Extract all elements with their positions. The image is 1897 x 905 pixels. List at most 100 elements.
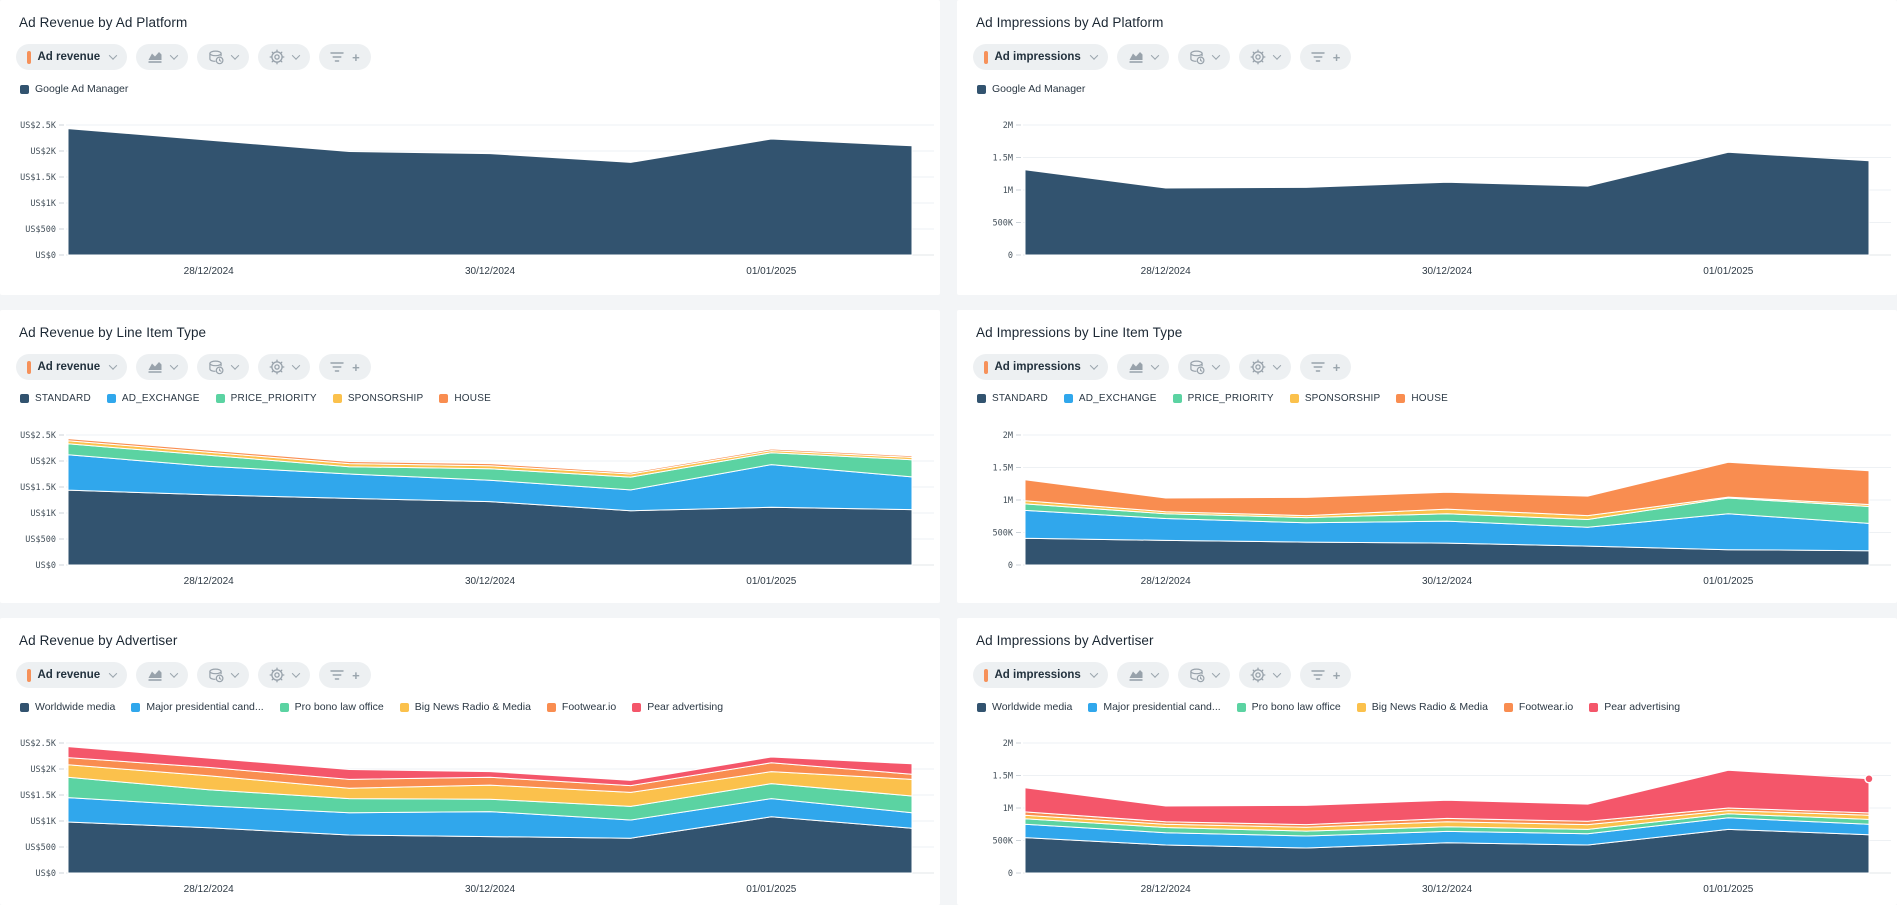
filter-add-button[interactable]: +	[319, 44, 371, 70]
legend-item[interactable]: Footwear.io	[1503, 701, 1573, 713]
legend-marker	[279, 702, 289, 712]
legend-item[interactable]: Footwear.io	[546, 701, 616, 713]
plus-icon: +	[352, 667, 360, 683]
legend-marker	[1589, 702, 1599, 712]
series-area[interactable]	[67, 746, 913, 787]
series-area[interactable]	[1024, 769, 1870, 826]
chevron-down-icon	[291, 669, 301, 678]
y-axis-label: 0	[1008, 561, 1013, 571]
legend-marker	[1503, 702, 1513, 712]
gear-icon	[269, 359, 285, 375]
metric-accent-bar	[27, 668, 31, 682]
metric-select[interactable]: Ad impressions	[973, 662, 1108, 688]
area-chart[interactable]: 2M 1.5M 1M 500K 0 28/12/2024 30/12/2024 01/01/2…	[957, 718, 1897, 903]
chart-type-select[interactable]	[136, 44, 189, 70]
legend-item[interactable]: Pear advertising	[1589, 701, 1680, 713]
x-axis-label: 30/12/2024	[465, 266, 515, 277]
panel-ad-impressions-by-line-item-type: Ad Impressions by Line Item Type Ad impr…	[957, 310, 1897, 603]
legend-marker	[1063, 394, 1073, 403]
metric-select[interactable]: Ad revenue	[16, 354, 128, 380]
filter-add-button[interactable]: +	[1299, 354, 1352, 380]
data-history-select[interactable]	[1177, 44, 1230, 70]
legend-item[interactable]: Worldwide media	[977, 701, 1072, 713]
legend-item[interactable]: Pro bono law office	[1236, 701, 1341, 713]
filter-add-button[interactable]: +	[319, 662, 371, 688]
filter-icon	[1311, 670, 1325, 680]
settings-select[interactable]	[1238, 354, 1291, 380]
series-area[interactable]	[67, 128, 913, 256]
settings-select[interactable]	[258, 354, 311, 380]
data-history-select[interactable]	[197, 354, 250, 380]
legend-item[interactable]: STANDARD	[20, 393, 91, 404]
metric-select[interactable]: Ad impressions	[973, 44, 1108, 70]
legend-item[interactable]: Worldwide media	[20, 701, 115, 713]
data-history-select[interactable]	[197, 44, 250, 70]
series-area[interactable]	[1024, 151, 1870, 256]
chart-type-select[interactable]	[1116, 662, 1169, 688]
legend-item[interactable]: Pro bono law office	[279, 701, 384, 713]
chart-type-select[interactable]	[1116, 354, 1169, 380]
legend-item[interactable]: SPONSORSHIP	[1289, 393, 1381, 404]
legend-item[interactable]: Big News Radio & Media	[399, 701, 531, 713]
x-axis-label: 01/01/2025	[1703, 884, 1753, 895]
data-history-select[interactable]	[197, 662, 250, 688]
legend-item[interactable]: Google Ad Manager	[20, 83, 128, 95]
y-axis-label: US$1K	[30, 509, 56, 519]
area-chart[interactable]: US$2.5K US$2K US$1.5K US$1K US$500 US$0 28/12/…	[0, 718, 940, 903]
legend-label: Google Ad Manager	[992, 83, 1086, 95]
x-axis-label: 01/01/2025	[1703, 266, 1753, 277]
legend-item[interactable]: AD_EXCHANGE	[1063, 393, 1157, 404]
y-axis-label: 1.5M	[993, 464, 1013, 474]
legend-marker	[399, 702, 409, 712]
filter-add-button[interactable]: +	[1299, 662, 1352, 688]
y-axis-label: US$2K	[30, 457, 56, 467]
panel-ad-impressions-by-advertiser: Ad Impressions by Advertiser Ad impressi…	[957, 618, 1897, 905]
settings-select[interactable]	[258, 44, 311, 70]
data-history-select[interactable]	[1177, 354, 1230, 380]
legend-item[interactable]: AD_EXCHANGE	[106, 393, 200, 404]
area-chart[interactable]: 2M 1.5M 1M 500K 0 28/12/2024 30/12/2024 01/01/2…	[957, 100, 1897, 285]
chart-type-select[interactable]	[136, 662, 189, 688]
legend-label: HOUSE	[1411, 393, 1448, 404]
legend-item[interactable]: Major presidential cand...	[1088, 701, 1221, 713]
series-area[interactable]	[67, 438, 913, 475]
metric-accent-bar	[984, 360, 988, 374]
legend-item[interactable]: PRICE_PRIORITY	[215, 393, 317, 404]
area-chart[interactable]: US$2.5K US$2K US$1.5K US$1K US$500 US$0 28/12/…	[0, 100, 940, 285]
metric-select[interactable]: Ad revenue	[16, 662, 128, 688]
settings-select[interactable]	[1238, 662, 1291, 688]
area-chart[interactable]: US$2.5K US$2K US$1.5K US$1K US$500 US$0 28/12/…	[0, 410, 940, 595]
legend-label: Worldwide media	[992, 701, 1073, 713]
legend-item[interactable]: SPONSORSHIP	[332, 393, 424, 404]
series-area[interactable]	[1024, 461, 1870, 517]
metric-select[interactable]: Ad revenue	[16, 44, 128, 70]
filter-add-button[interactable]: +	[1299, 44, 1352, 70]
last-point-marker[interactable]	[1864, 774, 1874, 784]
legend-item[interactable]: Major presidential cand...	[131, 701, 264, 713]
settings-select[interactable]	[258, 662, 311, 688]
chart-legend: Worldwide media Major presidential cand..…	[977, 701, 1680, 713]
metric-accent-bar	[984, 668, 988, 682]
area-chart[interactable]: 2M 1.5M 1M 500K 0 28/12/2024 30/12/2024 01/01/2…	[957, 410, 1897, 595]
settings-select[interactable]	[1238, 44, 1291, 70]
database-clock-icon	[1189, 360, 1205, 375]
metric-select[interactable]: Ad impressions	[973, 354, 1108, 380]
legend-item[interactable]: STANDARD	[977, 393, 1048, 404]
y-axis-label: US$1K	[30, 817, 56, 827]
x-axis-label: 30/12/2024	[1422, 576, 1472, 587]
legend-marker	[1236, 702, 1246, 712]
data-history-select[interactable]	[1177, 662, 1230, 688]
chevron-down-icon	[1211, 361, 1221, 370]
legend-label: Major presidential cand...	[1103, 701, 1221, 713]
legend-item[interactable]: PRICE_PRIORITY	[1172, 393, 1274, 404]
legend-item[interactable]: Google Ad Manager	[977, 83, 1085, 95]
legend-item[interactable]: Pear advertising	[632, 701, 723, 713]
filter-add-button[interactable]: +	[319, 354, 371, 380]
chart-type-select[interactable]	[1116, 44, 1169, 70]
chevron-down-icon	[230, 361, 240, 370]
legend-item[interactable]: Big News Radio & Media	[1356, 701, 1488, 713]
legend-item[interactable]: HOUSE	[439, 393, 491, 404]
chart-type-select[interactable]	[136, 354, 189, 380]
legend-item[interactable]: HOUSE	[1396, 393, 1448, 404]
gear-icon	[1250, 49, 1266, 65]
